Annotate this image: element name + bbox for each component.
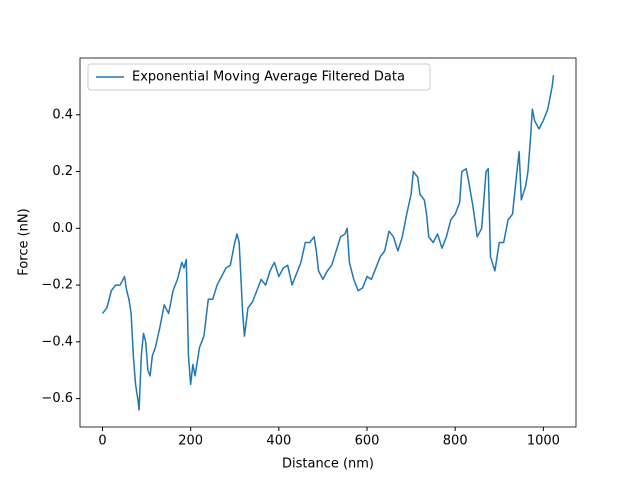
legend-label: Exponential Moving Average Filtered Data xyxy=(132,70,405,85)
plot-frame xyxy=(79,57,577,428)
y-tick-label: −0.2 xyxy=(41,278,73,293)
y-tick-label: −0.6 xyxy=(41,391,73,406)
y-tick-label: −0.4 xyxy=(41,334,73,349)
y-tick-label: 0.0 xyxy=(52,221,73,236)
y-tick-label: 0.2 xyxy=(52,164,73,179)
x-tick-label: 400 xyxy=(266,434,291,449)
x-tick-label: 0 xyxy=(98,434,106,449)
data-line xyxy=(101,74,555,411)
x-tick-label: 1000 xyxy=(527,434,560,449)
x-tick-label: 200 xyxy=(178,434,203,449)
x-axis-label: Distance (nm) xyxy=(282,457,374,472)
x-tick-label: 800 xyxy=(443,434,468,449)
y-tick-label: 0.4 xyxy=(52,107,73,122)
y-axis-label: Force (nN) xyxy=(17,208,32,275)
x-tick-label: 600 xyxy=(355,434,380,449)
legend-box xyxy=(87,63,431,91)
